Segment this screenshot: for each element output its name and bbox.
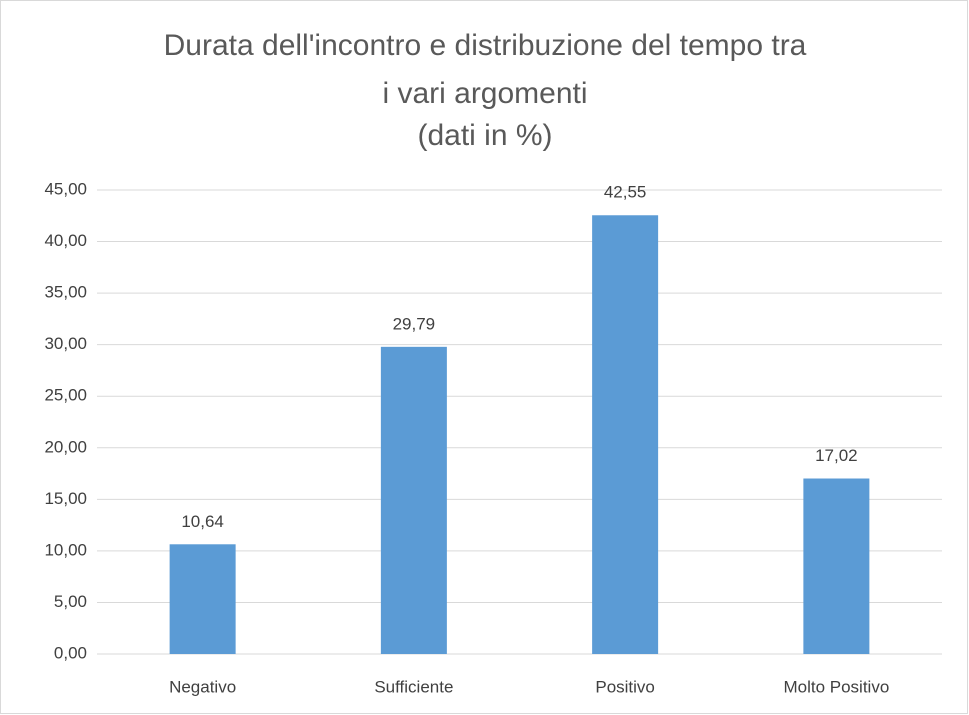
x-tick-label: Molto Positivo [783,677,889,696]
y-tick-label: 40,00 [44,231,87,250]
bar [803,478,870,654]
bar [169,544,236,654]
chart-title: Durata dell'incontro e distribuzione del… [164,29,807,62]
y-tick-label: 10,00 [44,540,87,559]
y-tick-label: 20,00 [44,437,87,456]
x-tick-label: Sufficiente [374,677,453,696]
value-label: 42,55 [604,183,647,202]
value-label: 17,02 [815,446,858,465]
y-tick-label: 15,00 [44,489,87,508]
y-tick-label: 5,00 [54,592,87,611]
x-tick-label: Negativo [169,677,236,696]
value-label: 29,79 [393,314,436,333]
y-tick-label: 30,00 [44,334,87,353]
chart-title: (dati in %) [417,119,552,152]
y-tick-label: 45,00 [44,179,87,198]
x-tick-label: Positivo [595,677,655,696]
chart-title: i vari argomenti [382,77,587,110]
y-tick-label: 35,00 [44,283,87,302]
y-tick-label: 25,00 [44,386,87,405]
bar [592,215,659,655]
bar [380,346,447,654]
value-label: 10,64 [181,512,224,531]
y-tick-label: 0,00 [54,643,87,662]
